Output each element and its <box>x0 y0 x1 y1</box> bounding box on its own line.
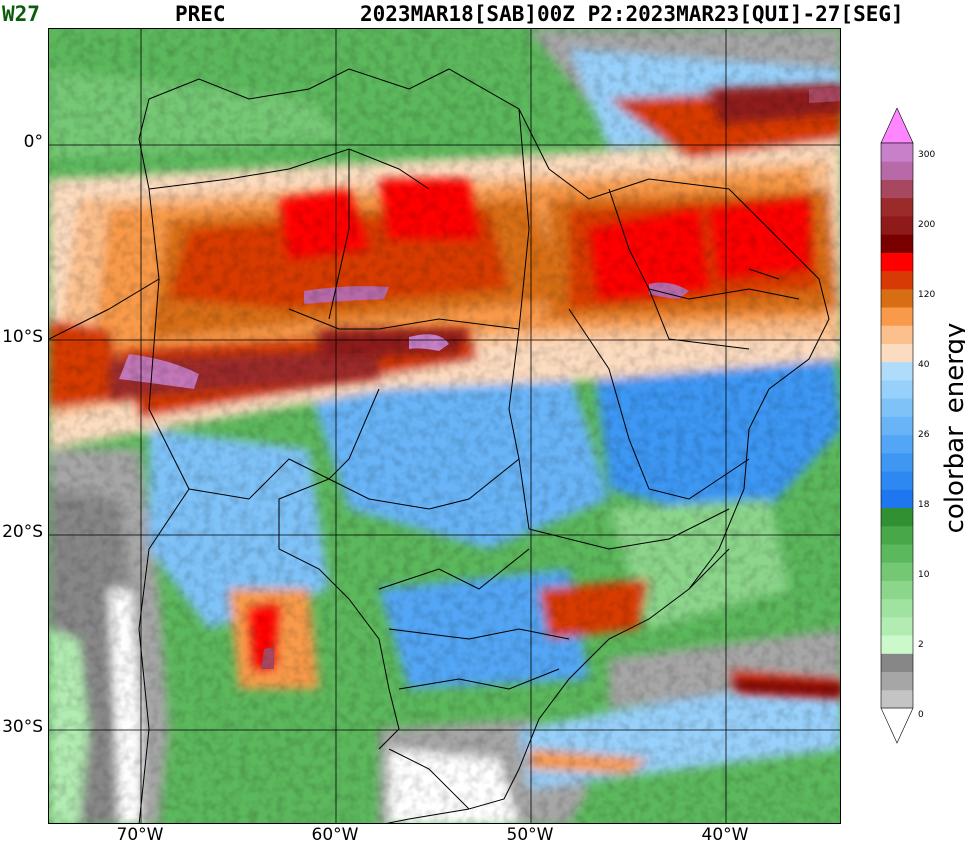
lat-label-20s: 20°S <box>2 522 43 542</box>
lon-label-70w: 70°W <box>116 825 164 845</box>
colorbar-segment <box>881 416 913 436</box>
precipitation-field <box>49 29 840 823</box>
colorbar-segment <box>881 252 913 272</box>
model-tag: W27 <box>2 2 40 26</box>
colorbar-segment <box>881 270 913 290</box>
colorbar-segment <box>881 525 913 545</box>
colorbar-segment <box>881 562 913 581</box>
colorbar-extend-max <box>880 108 914 144</box>
colorbar-tick: 26 <box>918 430 930 440</box>
colorbar-segment <box>881 653 913 673</box>
colorbar-tick: 40 <box>918 360 930 370</box>
colorbar-tick: 10 <box>918 570 930 580</box>
colorbar-tick: 120 <box>918 290 936 300</box>
colorbar-segment <box>881 179 913 199</box>
colorbar-segment <box>881 343 913 363</box>
colorbar-segment <box>881 307 913 326</box>
colorbar-segment <box>881 215 913 235</box>
colorbar-tick: 0 <box>918 710 924 720</box>
lon-label-50w: 50°W <box>506 825 554 845</box>
colorbar-tick: 200 <box>918 220 936 230</box>
colorbar-tick: 18 <box>918 500 930 510</box>
colorbar-segment <box>881 434 913 454</box>
lat-label-0: 0° <box>23 132 43 152</box>
colorbar-tick: 2 <box>918 640 924 650</box>
colorbar-segment <box>881 452 913 472</box>
colorbar-segment <box>881 197 913 217</box>
precipitation-map <box>48 28 841 824</box>
colorbar-segment <box>881 689 913 709</box>
colorbar-segment <box>881 598 913 618</box>
colorbar-segment <box>881 471 913 490</box>
variable-title: PREC <box>175 2 226 26</box>
colorbar-segment <box>881 489 913 509</box>
colorbar-segment <box>881 161 913 180</box>
colorbar-segment <box>881 234 913 253</box>
lat-label-30s: 30°S <box>2 717 43 737</box>
lon-label-40w: 40°W <box>701 825 749 845</box>
lat-label-10s: 10°S <box>2 327 43 347</box>
colorbar-segment <box>881 580 913 600</box>
colorbar-segment <box>881 616 913 636</box>
colorbar-segment <box>881 635 913 654</box>
forecast-dates: 2023MAR18[SAB]00Z P2:2023MAR23[QUI]-27[S… <box>360 2 904 26</box>
colorbar-segment <box>881 543 913 563</box>
colorbar-segment <box>881 379 913 399</box>
colorbar-segment <box>881 361 913 381</box>
lon-label-60w: 60°W <box>311 825 359 845</box>
colorbar-segment <box>881 507 913 527</box>
colorbar-segment <box>881 288 913 308</box>
colorbar-label: colorbar_energy <box>940 322 965 534</box>
colorbar-frame <box>880 142 914 709</box>
colorbar <box>880 108 914 744</box>
colorbar-segment <box>881 671 913 691</box>
colorbar-segment <box>881 398 913 417</box>
colorbar-segment <box>881 143 913 162</box>
colorbar-segment <box>881 325 913 344</box>
colorbar-extend-min <box>880 707 914 744</box>
colorbar-tick: 300 <box>918 150 936 160</box>
